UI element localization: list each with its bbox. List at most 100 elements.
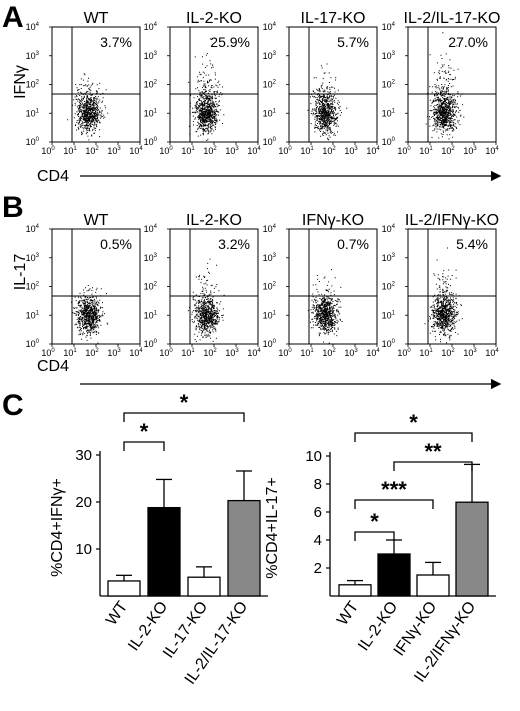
gate-percentage: 5.7% (337, 34, 369, 50)
x-tick-label: 103 (463, 146, 477, 156)
x-tick-label: 103 (225, 348, 239, 358)
y-tick-label: 103 (26, 253, 40, 263)
flow-plot-title: IL-2/IL-17-KO (404, 10, 501, 27)
y-axis-ticks: 100 101 102 103 104 (26, 224, 52, 349)
y-tick-label: 100 (263, 137, 277, 147)
x-tick-label: 101 (181, 146, 195, 156)
flow-plot-frame (51, 228, 141, 345)
y-tick-label: 100 (263, 339, 277, 349)
y-tick-label: 101 (26, 310, 40, 320)
y-axis-label: %CD4+IFNγ+ (49, 478, 66, 577)
y-tick-label: 100 (382, 137, 396, 147)
gate-percentage: 27.0% (448, 34, 488, 50)
event-dots (425, 32, 465, 140)
x-tick-label: 103 (344, 348, 358, 358)
x-tick-label: 100 (41, 348, 55, 358)
x-tick-label: 101 (63, 348, 77, 358)
bar (416, 574, 450, 597)
bar (227, 499, 261, 597)
x-tick-label: 102 (322, 146, 336, 156)
y-axis-ticks: 100 101 102 103 104 (263, 224, 289, 349)
y-tick-label: 102 (382, 80, 396, 90)
x-tick-label: 103 (107, 146, 121, 156)
category-label: WT (334, 598, 362, 628)
gate-percentage: 5.4% (456, 236, 488, 252)
x-tick-label: 104 (129, 146, 143, 156)
panel-b-x-label: CD4 (37, 358, 69, 375)
ifng-bar-chart: %CD4+IFNγ+ 102030WTIL-2-KOIL-17-KOIL-2/IL… (49, 390, 268, 688)
y-tick-label: 30 (75, 447, 92, 464)
y-tick-label: 100 (26, 339, 40, 349)
x-tick-label: 102 (441, 348, 455, 358)
y-axis-ticks: 100 101 102 103 104 (26, 22, 52, 147)
x-tick-label: 103 (225, 146, 239, 156)
y-axis-ticks: 100 101 102 103 104 (382, 22, 408, 147)
y-axis-label: %CD4+IL-17+ (264, 477, 281, 578)
y-tick-label: 101 (144, 108, 158, 118)
bar (107, 580, 141, 597)
y-tick-label: 102 (144, 80, 158, 90)
category-label: WT (103, 598, 131, 628)
significance-label: ** (424, 439, 442, 464)
y-tick-label: 104 (26, 224, 40, 234)
panel-a-y-label: IFNγ (12, 65, 29, 99)
significance-label: * (140, 419, 149, 444)
significance-label: *** (381, 477, 407, 502)
bar (455, 501, 489, 597)
flow-plot-title: WT (84, 10, 109, 27)
event-dots (67, 73, 109, 141)
significance-bracket: * (123, 390, 245, 422)
y-tick-label: 104 (26, 22, 40, 32)
il17-bar-chart: %CD4+IL-17+ 246810WTIL-2-KOIFNγ-KOIL-2/IF… (264, 410, 496, 685)
x-tick-label: 100 (278, 348, 292, 358)
y-tick-label: 20 (75, 494, 92, 511)
x-axis-ticks: 100 101 102 103 104 (41, 142, 143, 156)
x-tick-label: 104 (247, 146, 261, 156)
significance-label: * (370, 509, 379, 534)
y-tick-label: 102 (382, 282, 396, 292)
event-dots (187, 258, 225, 342)
significance-bracket: *** (354, 477, 434, 509)
flow-plot-frame (51, 26, 141, 143)
y-tick-label: 103 (263, 51, 277, 61)
y-tick-label: 103 (382, 253, 396, 263)
y-tick-label: 103 (382, 51, 396, 61)
y-axis-ticks: 100 101 102 103 104 (144, 224, 170, 349)
flow-plot-frame (169, 228, 259, 345)
gate-percentage: 3.7% (100, 34, 132, 50)
y-tick-label: 103 (263, 253, 277, 263)
flow-plot-title: IL-2-KO (186, 10, 242, 27)
significance-bracket: ** (393, 439, 473, 471)
x-tick-label: 102 (203, 146, 217, 156)
x-tick-label: 101 (419, 348, 433, 358)
y-axis-ticks: 100 101 102 103 104 (382, 224, 408, 349)
gate-percentage: 0.5% (100, 236, 132, 252)
y-tick-label: 10 (75, 541, 92, 558)
y-tick-label: 103 (144, 253, 158, 263)
flow-plot: IL-2/IFNγ-KO 5.4% 100 101 102 103 104 100 101 102… (382, 212, 500, 358)
y-tick-label: 4 (314, 532, 322, 549)
x-tick-label: 101 (63, 146, 77, 156)
flow-plot-title: WT (84, 212, 109, 229)
y-tick-label: 100 (382, 339, 396, 349)
significance-bracket: * (123, 419, 165, 451)
y-tick-label: 102 (26, 282, 40, 292)
y-tick-label: 2 (314, 560, 322, 577)
panel-a-x-label: CD4 (37, 168, 69, 185)
y-tick-label: 104 (263, 22, 277, 32)
x-tick-label: 104 (247, 348, 261, 358)
flow-plot: WT 0.5% 100 101 102 103 104 100 101 102 103 104 (26, 212, 144, 358)
y-tick-label: 101 (263, 310, 277, 320)
event-dots (71, 285, 109, 344)
y-tick-label: 104 (382, 22, 396, 32)
y-tick-label: 104 (382, 224, 396, 234)
x-axis-ticks: 100 101 102 103 104 (41, 344, 143, 358)
y-axis-ticks: 100 101 102 103 104 (144, 22, 170, 147)
panel-letter-a: A (2, 1, 24, 34)
y-tick-label: 102 (144, 282, 158, 292)
flow-plot-frame (288, 228, 378, 345)
